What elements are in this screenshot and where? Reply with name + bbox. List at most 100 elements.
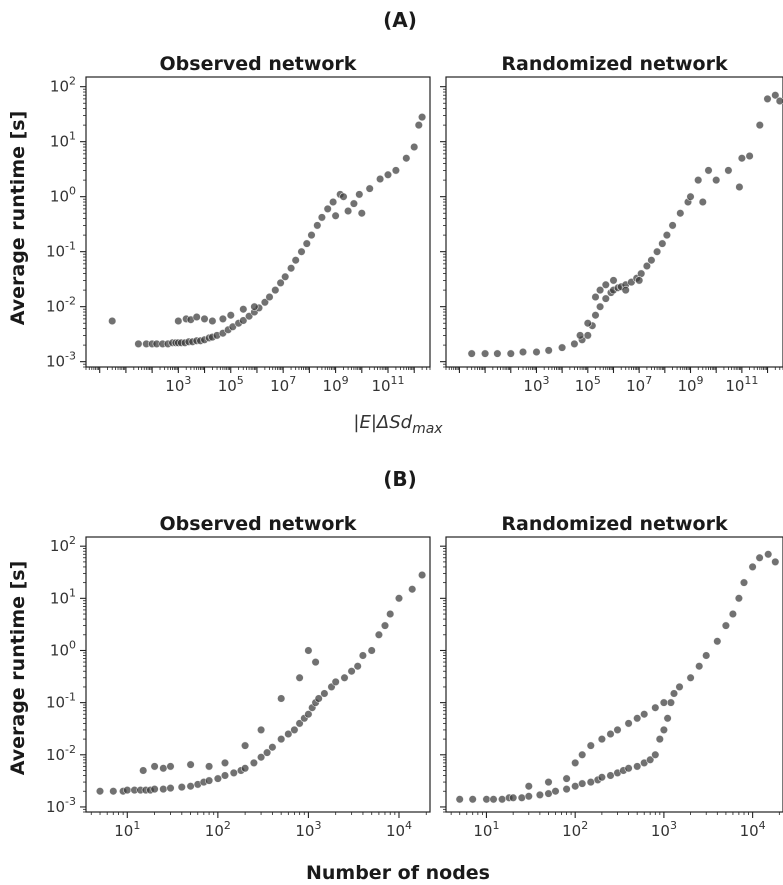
data-point: [570, 339, 579, 349]
data-point: [340, 673, 349, 682]
data-point: [339, 192, 348, 201]
data-point: [239, 316, 248, 325]
data-point: [380, 621, 390, 630]
data-point: [662, 231, 672, 240]
data-point: [724, 166, 733, 175]
data-point: [712, 176, 721, 185]
data-point: [357, 209, 366, 218]
data-point: [659, 698, 669, 707]
data-point: [755, 120, 764, 130]
data-point: [314, 694, 323, 703]
data-point: [713, 637, 722, 646]
data-point: [166, 762, 175, 771]
scatter-points: [108, 112, 427, 349]
data-point: [493, 349, 502, 358]
y-axis-label-a: Average runtime [s]: [7, 111, 29, 326]
y-tick-label: 100: [50, 185, 76, 206]
data-point: [241, 741, 250, 750]
x-tick-label: 102: [562, 819, 588, 840]
data-point: [302, 239, 311, 248]
data-point: [383, 170, 393, 179]
x-tick-label: 101: [114, 819, 140, 840]
data-point: [624, 764, 633, 773]
data-point: [257, 753, 266, 762]
x-tick-label: 1011: [725, 374, 758, 395]
data-point: [646, 755, 655, 764]
x-tick-label: 104: [386, 819, 412, 840]
data-point: [763, 94, 772, 103]
data-point: [391, 166, 401, 175]
data-point: [578, 779, 587, 788]
data-point: [624, 719, 633, 728]
data-point: [506, 349, 515, 358]
data-point: [498, 795, 507, 804]
data-point: [241, 764, 250, 773]
data-point: [518, 347, 528, 357]
data-point: [663, 714, 672, 723]
data-point: [260, 298, 270, 307]
data-point: [186, 760, 195, 769]
chart-b-observed: Observed network 101 102 103 104 10-3 10-2 10-1…: [46, 513, 431, 840]
data-point: [159, 764, 168, 773]
x-tick-label: 107: [626, 374, 652, 395]
data-point: [695, 662, 704, 671]
data-point: [734, 594, 744, 603]
data-point: [606, 771, 615, 780]
data-point: [291, 256, 300, 265]
data-point: [307, 231, 316, 240]
data-point: [771, 91, 780, 100]
data-point: [686, 673, 695, 682]
data-point: [250, 302, 259, 311]
data-point: [123, 785, 132, 795]
data-point: [666, 698, 676, 707]
data-point: [367, 646, 376, 655]
data-point: [257, 725, 266, 735]
data-point: [213, 774, 222, 783]
data-point: [347, 667, 356, 676]
data-point: [353, 662, 362, 671]
x-tick-label: 103: [523, 374, 549, 395]
data-point: [349, 199, 359, 208]
x-tick-label: 101: [473, 819, 499, 840]
data-point: [109, 787, 118, 796]
data-point: [601, 294, 610, 303]
data-point: [704, 166, 713, 175]
data-point: [374, 630, 384, 639]
data-point: [652, 247, 662, 256]
data-point: [771, 557, 780, 567]
data-point: [208, 316, 217, 326]
data-point: [297, 247, 306, 256]
data-point: [586, 741, 595, 750]
data-point: [281, 272, 290, 281]
data-point: [578, 750, 587, 759]
data-point: [218, 314, 227, 324]
data-point: [557, 343, 567, 352]
data-point: [304, 646, 313, 655]
data-point: [606, 729, 615, 739]
data-point: [365, 184, 374, 193]
data-point: [468, 795, 477, 804]
data-point: [489, 795, 498, 804]
data-point: [517, 793, 526, 802]
y-tick-label: 102: [50, 534, 76, 555]
y-tick-label: 10-3: [46, 795, 76, 816]
data-point: [647, 256, 656, 265]
data-point: [277, 694, 286, 703]
data-point: [344, 206, 353, 216]
x-axis-label-b: Number of nodes: [306, 862, 490, 884]
y-tick-label: 102: [50, 75, 76, 96]
data-point: [621, 286, 630, 295]
data-point: [481, 349, 490, 358]
data-point: [651, 750, 660, 759]
data-point: [544, 346, 553, 355]
data-point: [418, 112, 427, 122]
x-tick-label: 105: [218, 374, 244, 395]
data-point: [482, 795, 491, 804]
data-point: [386, 609, 395, 619]
data-point: [271, 286, 280, 295]
data-point: [186, 782, 195, 791]
data-point: [331, 677, 340, 687]
data-point: [651, 703, 660, 712]
data-point: [295, 673, 304, 682]
y-tick-label: 101: [50, 586, 76, 607]
